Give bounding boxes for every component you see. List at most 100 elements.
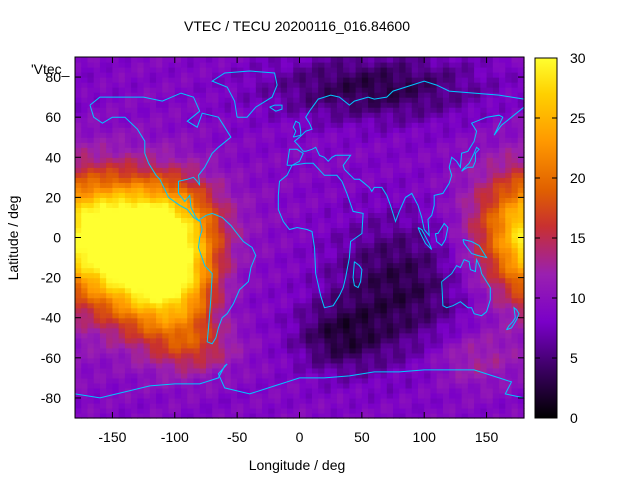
heatmap-cell [181,367,188,374]
heatmap-cell [455,72,463,78]
heatmap-cell [480,157,488,163]
heatmap-cell [112,117,120,123]
heatmap-cell [474,92,481,98]
heatmap-cell [449,327,457,334]
heatmap-cell [174,377,182,384]
heatmap-cell [181,297,188,304]
heatmap-cell [99,267,107,274]
heatmap-cell [131,397,138,404]
heatmap-cell [380,57,388,63]
heatmap-cell [361,302,369,309]
heatmap-cell [137,352,145,359]
heatmap-cell [75,102,82,108]
heatmap-cell [417,362,425,369]
heatmap-cell [361,292,369,299]
heatmap-cell [474,267,481,274]
heatmap-cell [112,392,120,399]
heatmap-cell [205,232,213,239]
heatmap-cell [205,237,213,244]
heatmap-cell [81,117,89,123]
heatmap-cell [268,187,276,193]
heatmap-cell [243,237,251,244]
heatmap-cell [355,82,363,88]
heatmap-cell [318,57,326,63]
heatmap-cell [280,387,288,394]
heatmap-cell [181,387,188,394]
heatmap-cell [237,237,244,244]
heatmap-cell [393,172,400,178]
heatmap-cell [361,67,369,73]
heatmap-cell [212,302,220,309]
heatmap-cell [230,257,238,264]
heatmap-cell [162,162,170,168]
heatmap-cell [386,402,394,409]
heatmap-cell [505,362,513,369]
heatmap-cell [93,137,101,143]
heatmap-cell [305,217,313,224]
heatmap-cell [311,112,319,118]
heatmap-cell [486,112,494,118]
heatmap-cell [424,202,432,209]
heatmap-cell [149,402,157,409]
heatmap-cell [137,332,145,339]
heatmap-cell [411,97,419,103]
heatmap-cell [187,377,195,384]
heatmap-cell [461,332,469,339]
heatmap-cell [480,312,488,319]
heatmap-cell [449,377,457,384]
heatmap-cell [293,322,301,329]
heatmap-cell [355,172,363,178]
heatmap-cell [99,117,107,123]
heatmap-cell [280,392,288,399]
heatmap-cell [174,177,182,183]
heatmap-cell [442,212,450,219]
heatmap-cell [480,227,488,234]
heatmap-cell [455,222,463,229]
heatmap-cell [287,227,294,234]
heatmap-cell [436,267,444,274]
heatmap-cell [436,172,444,178]
heatmap-cell [330,367,338,374]
heatmap-cell [168,137,176,143]
heatmap-cell [137,142,145,148]
heatmap-cell [112,282,120,289]
heatmap-cell [193,227,201,234]
heatmap-cell [118,277,126,284]
heatmap-cell [75,77,82,83]
heatmap-cell [287,122,294,128]
heatmap-cell [230,342,238,349]
heatmap-cell [106,122,114,128]
heatmap-cell [268,192,276,198]
heatmap-cell [411,382,419,389]
heatmap-cell [280,87,288,93]
heatmap-cell [156,187,163,193]
heatmap-cell [305,182,313,188]
heatmap-cell [149,212,157,219]
heatmap-cell [492,382,500,389]
heatmap-cell [287,272,294,279]
heatmap-cell [499,187,506,193]
heatmap-cell [461,342,469,349]
heatmap-cell [474,297,481,304]
heatmap-cell [193,322,201,329]
heatmap-cell [187,147,195,153]
heatmap-cell [368,387,375,394]
heatmap-cell [75,177,82,183]
heatmap-cell [305,177,313,183]
heatmap-cell [205,187,213,193]
heatmap-cell [374,127,382,133]
heatmap-cell [124,397,132,404]
heatmap-cell [474,262,481,269]
heatmap-cell [237,187,244,193]
heatmap-cell [93,272,101,279]
heatmap-cell [224,287,232,294]
heatmap-cell [106,87,114,93]
heatmap-cell [106,377,114,384]
heatmap-cell [212,117,220,123]
heatmap-cell [187,392,195,399]
heatmap-cell [343,82,350,88]
heatmap-cell [436,412,444,419]
heatmap-cell [168,67,176,73]
heatmap-cell [168,312,176,319]
heatmap-cell [424,272,432,279]
